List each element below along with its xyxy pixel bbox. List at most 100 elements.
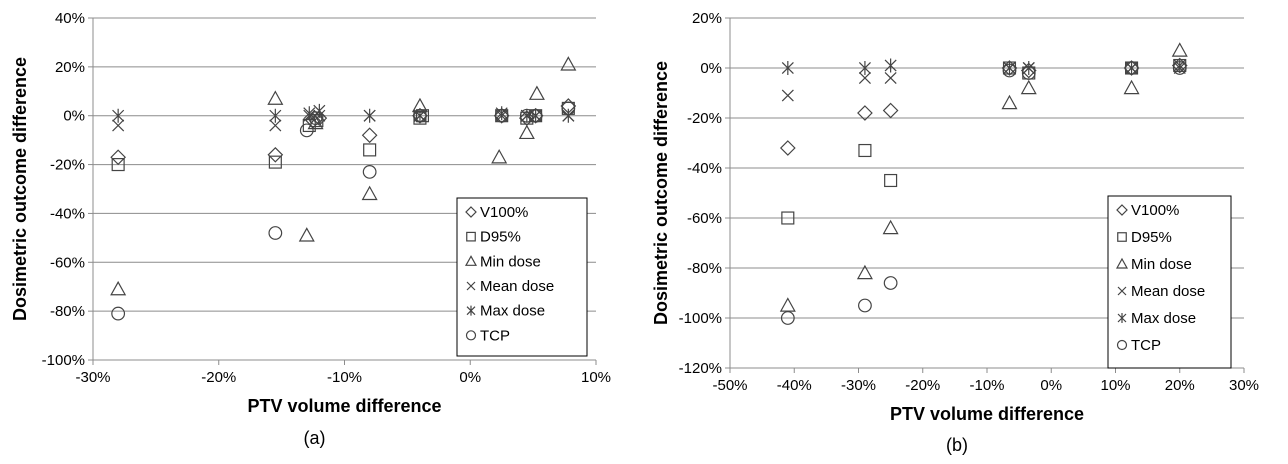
data-point [884, 71, 897, 85]
data-point [528, 108, 543, 123]
data-point [361, 185, 378, 201]
legend-box [1107, 195, 1232, 369]
series-tcp [780, 61, 1187, 325]
legend-label: Min dose [1131, 256, 1192, 273]
data-point [1021, 66, 1036, 80]
data-point [1020, 79, 1037, 95]
data-point [413, 108, 427, 123]
data-point [856, 264, 873, 280]
y-tick-label: 20% [692, 10, 722, 27]
data-point [519, 108, 534, 123]
legend-label: Mean dose [480, 278, 554, 295]
x-axis-title: PTV volume difference [247, 396, 441, 416]
data-point [310, 114, 324, 128]
data-point [1172, 61, 1187, 75]
data-point [528, 85, 545, 100]
data-point [308, 111, 323, 126]
x-tick-label: -30% [841, 377, 876, 394]
x-tick-label: 0% [1040, 377, 1062, 394]
legend-label: TCP [480, 327, 510, 344]
legend-marker [1115, 257, 1129, 269]
x-tick-label: -50% [712, 377, 747, 394]
data-point [1171, 42, 1188, 57]
data-point [112, 119, 125, 132]
x-tick-label: -10% [969, 377, 1004, 394]
x-tick-label: -10% [327, 369, 362, 386]
data-point [269, 119, 282, 132]
legend-label: Mean dose [1131, 283, 1205, 300]
data-point [495, 106, 508, 121]
y-tick-label: -80% [50, 303, 85, 320]
data-point [1003, 61, 1016, 75]
data-point [858, 71, 871, 85]
data-point [780, 311, 795, 325]
data-point [857, 105, 873, 121]
panel-label: (a) [304, 428, 326, 448]
legend-marker [1116, 339, 1128, 351]
data-point [1022, 61, 1035, 75]
series-max-dose [112, 103, 575, 123]
x-axis-title: PTV volume difference [890, 404, 1084, 424]
data-point [313, 103, 326, 118]
data-point [112, 108, 125, 123]
series-min-dose [779, 42, 1188, 312]
data-point [298, 227, 315, 242]
data-point [884, 173, 898, 188]
legend: V100% D95% Min dose Mean dose Max dose TCP [1107, 195, 1232, 369]
data-point [363, 143, 377, 157]
data-point [562, 108, 575, 123]
data-point [858, 298, 872, 313]
data-point [307, 114, 324, 130]
y-tick-label: -20% [50, 157, 85, 174]
legend-marker [465, 206, 477, 218]
y-tick-label: 0% [63, 108, 85, 125]
legend-label: Min dose [480, 253, 541, 270]
data-point [494, 108, 509, 123]
data-point [518, 124, 535, 140]
legend-marker [1116, 204, 1128, 216]
legend-label: V100% [1131, 202, 1179, 219]
data-point [1001, 94, 1018, 110]
x-tick-label: 30% [1229, 377, 1259, 394]
data-point [413, 108, 426, 123]
y-tick-label: -80% [687, 260, 722, 277]
y-tick-label: -40% [50, 205, 85, 222]
data-point [267, 146, 284, 163]
data-point [267, 90, 284, 105]
data-point [111, 306, 126, 321]
data-point [362, 164, 377, 179]
legend-marker [466, 231, 476, 242]
x-tick-label: -20% [905, 377, 940, 394]
data-point [110, 149, 126, 166]
data-point [882, 102, 899, 119]
legend-box [456, 197, 588, 357]
legend-marker [466, 281, 476, 291]
data-point [1124, 61, 1139, 75]
x-tick-label: 0% [459, 369, 481, 386]
y-tick-label: -100% [679, 310, 722, 327]
data-point [1125, 61, 1138, 75]
data-point [363, 108, 376, 123]
x-tick-label: 10% [1100, 377, 1130, 394]
data-point [1123, 79, 1140, 95]
data-point [110, 280, 127, 296]
y-tick-label: 0% [700, 60, 722, 77]
data-point [1002, 63, 1017, 78]
data-point [1173, 58, 1186, 73]
legend-label: TCP [1131, 337, 1161, 354]
series-max-dose [781, 58, 1186, 75]
data-point [884, 58, 897, 73]
data-point [781, 61, 794, 75]
legend-label: D95% [480, 229, 521, 246]
data-point [779, 140, 796, 156]
y-tick-label: 40% [55, 10, 85, 27]
data-point [361, 127, 378, 144]
y-axis-title: Dosimetric outcome difference [651, 61, 671, 325]
y-tick-label: -60% [50, 254, 85, 271]
y-tick-label: -60% [687, 210, 722, 227]
legend-label: Max dose [480, 303, 545, 320]
legend-marker [466, 305, 476, 316]
legend-label: D95% [1131, 229, 1172, 246]
data-point [493, 107, 510, 124]
